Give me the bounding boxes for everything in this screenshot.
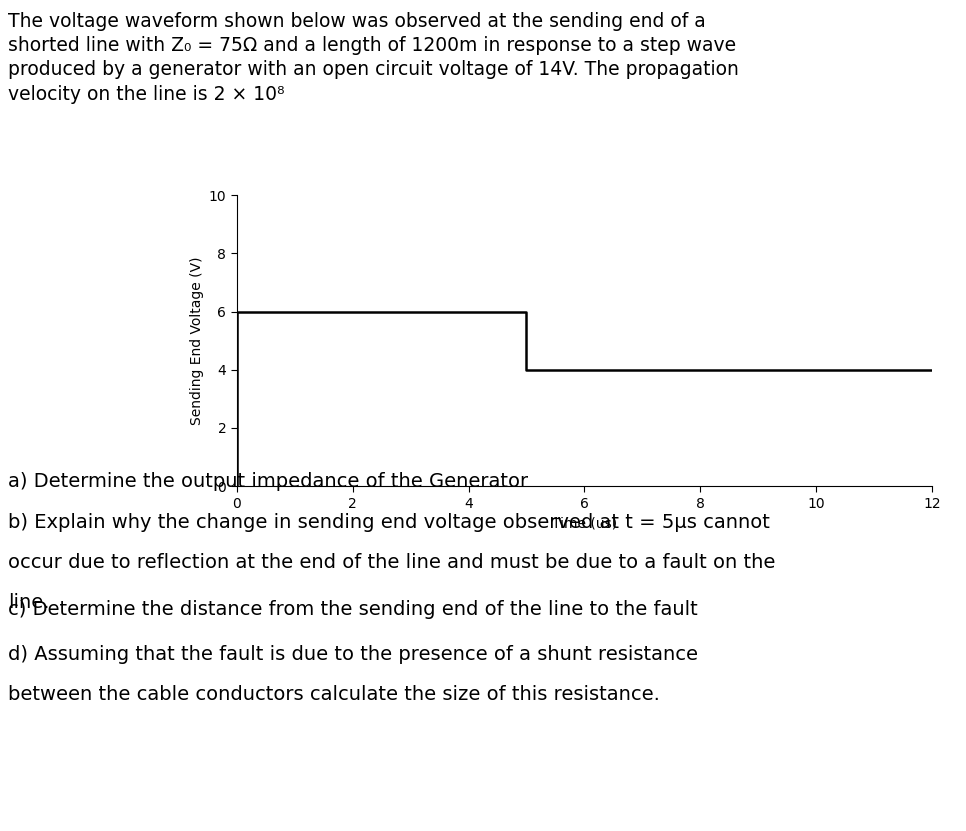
Text: produced by a generator with an open circuit voltage of 14V. The propagation: produced by a generator with an open cir… [8,60,739,79]
Text: velocity on the line is 2 × 10⁸: velocity on the line is 2 × 10⁸ [8,85,284,104]
Text: b) Explain why the change in sending end voltage observed at t = 5μs cannot: b) Explain why the change in sending end… [8,513,770,532]
Text: a) Determine the output impedance of the Generator: a) Determine the output impedance of the… [8,472,527,491]
Text: line.: line. [8,593,49,612]
Text: occur due to reflection at the end of the line and must be due to a fault on the: occur due to reflection at the end of th… [8,553,775,572]
Y-axis label: Sending End Voltage (V): Sending End Voltage (V) [190,257,205,425]
X-axis label: Time (us): Time (us) [552,516,617,530]
Text: shorted line with Z₀ = 75Ω and a length of 1200m in response to a step wave: shorted line with Z₀ = 75Ω and a length … [8,36,736,55]
Text: c) Determine the distance from the sending end of the line to the fault: c) Determine the distance from the sendi… [8,600,697,619]
Text: between the cable conductors calculate the size of this resistance.: between the cable conductors calculate t… [8,685,660,704]
Text: d) Assuming that the fault is due to the presence of a shunt resistance: d) Assuming that the fault is due to the… [8,645,697,664]
Text: The voltage waveform shown below was observed at the sending end of a: The voltage waveform shown below was obs… [8,12,705,31]
